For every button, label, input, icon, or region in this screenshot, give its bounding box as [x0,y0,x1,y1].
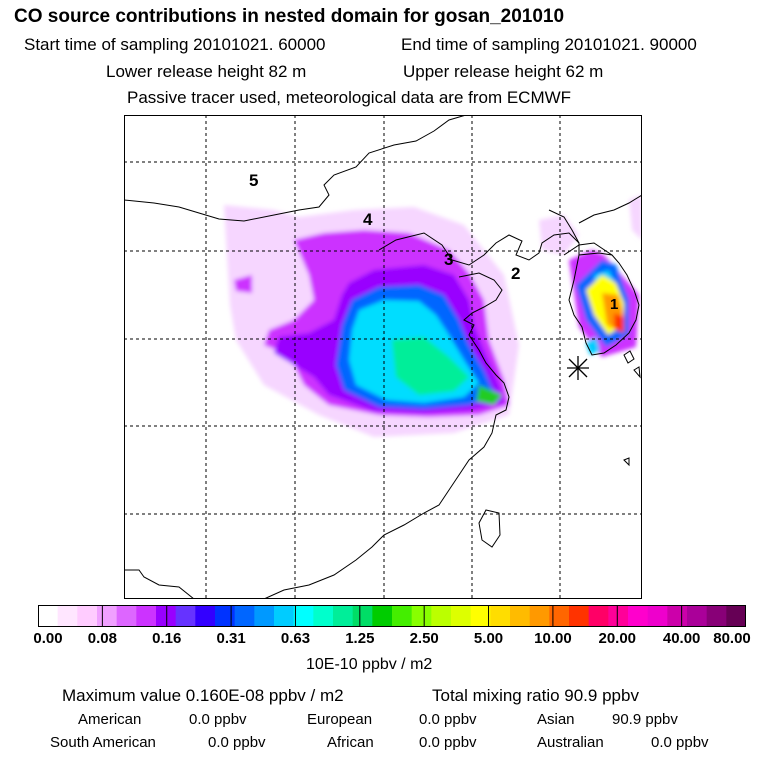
colorbar-cell [510,605,531,627]
colorbar-cell [38,605,59,627]
colorbar-tick-label: 20.00 [598,630,637,647]
colorbar-cell [490,605,511,627]
colorbar-cell [97,605,118,627]
colorbar-cell [136,605,157,627]
colorbar-cell [156,605,177,627]
colorbar-cell [254,605,275,627]
upper-release-height: Upper release height 62 m [403,62,604,81]
lat-lon-grid [124,115,642,599]
colorbar-cell [588,605,609,627]
european-label: European [307,711,373,728]
american-value: 0.0 ppbv [189,711,247,728]
american-label: American [78,711,142,728]
colorbar-cell [372,605,393,627]
tracer-note: Passive tracer used, meteorological data… [127,88,572,107]
colorbar-cell [57,605,78,627]
colorbar-cell [706,605,727,627]
region-label-5: 5 [249,171,258,190]
asian-label: Asian [537,711,575,728]
south-american-value: 0.0 ppbv [208,734,266,751]
colorbar-cell [647,605,668,627]
region-label-1: 1 [610,296,618,313]
colorbar-cell [529,605,550,627]
map-frame [124,115,642,599]
colorbar-cell [313,605,334,627]
colorbar-cell [470,605,491,627]
lower-release-height: Lower release height 82 m [106,62,307,81]
colorbar-cell [215,605,236,627]
colorbar-tick-label: 10.00 [534,630,572,647]
australian-label: Australian [537,734,604,751]
colorbar-cell [274,605,295,627]
region-label-2: 2 [511,264,520,283]
plume-field [224,195,642,437]
colorbar-tick-label: 40.00 [662,630,701,647]
south-american-label: South American [50,734,156,751]
end-time: End time of sampling 20101021. 90000 [401,35,697,54]
european-value: 0.0 ppbv [419,711,477,728]
colorbar-tick-label: 80.00 [713,630,751,647]
colorbar-cell [608,605,629,627]
colorbar-cell [549,605,570,627]
colorbar-cell [175,605,196,627]
colorbar-cell [431,605,452,627]
region-label-4: 4 [363,210,373,229]
colorbar-tick-label: 0.08 [87,630,117,647]
colorbar-cell [687,605,708,627]
colorbar-cell [628,605,649,627]
colorbar-units: 10E-10 ppbv / m2 [306,656,433,673]
colorbar-cell [569,605,590,627]
colorbar-cell [234,605,255,627]
source-contribution-map: 1 2 3 4 5 [124,115,642,599]
colorbar-cell [293,605,314,627]
colorbar [38,605,746,627]
african-label: African [327,734,374,751]
colorbar-cell [667,605,688,627]
coastlines [124,115,642,599]
colorbar-tick-label: 0.16 [152,630,182,647]
colorbar-tick-label: 0.00 [33,630,63,647]
colorbar-cell [451,605,472,627]
max-value: Maximum value 0.160E-08 ppbv / m2 [62,686,344,705]
colorbar-cell [352,605,373,627]
african-value: 0.0 ppbv [419,734,477,751]
australian-value: 0.0 ppbv [651,734,709,751]
colorbar-cell [411,605,432,627]
region-label-3: 3 [444,250,453,269]
colorbar-tick-label: 0.63 [280,630,311,647]
total-mixing-ratio: Total mixing ratio 90.9 ppbv [432,686,639,705]
colorbar-cell [333,605,354,627]
colorbar-cell [116,605,137,627]
asian-value: 90.9 ppbv [612,711,678,728]
colorbar-tick-label: 5.00 [473,630,504,647]
colorbar-tick-label: 0.31 [216,630,246,647]
colorbar-tick-label: 1.25 [345,630,375,647]
colorbar-cell [726,605,746,627]
page-title: CO source contributions in nested domain… [14,6,565,27]
colorbar-cell [392,605,413,627]
colorbar-tick-label: 2.50 [409,630,439,647]
colorbar-cell [77,605,98,627]
receptor-star-icon [567,356,589,380]
start-time: Start time of sampling 20101021. 60000 [24,35,326,54]
colorbar-cell [195,605,216,627]
